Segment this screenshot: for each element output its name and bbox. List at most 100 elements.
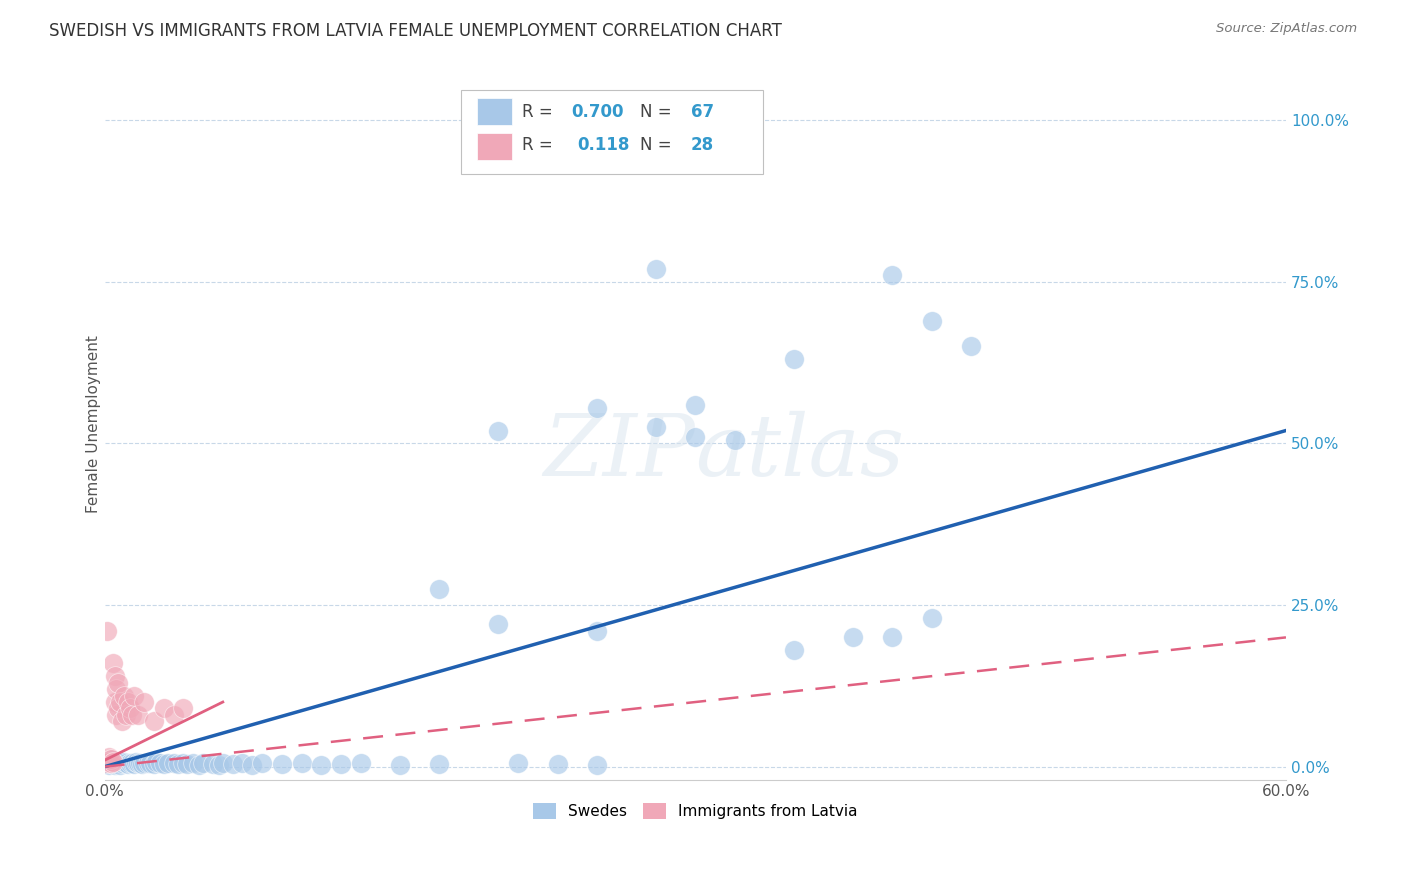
Point (162, 756, 184, 771)
Point (201, 757, 224, 772)
Point (349, 756, 371, 771)
Point (100, 752, 122, 766)
Bar (477, 98, 512, 126)
Point (427, 757, 450, 772)
Point (96, 756, 118, 771)
Point (882, 631, 904, 645)
Point (121, 708, 143, 723)
Point (101, 755, 124, 769)
Text: Source: ZipAtlas.com: Source: ZipAtlas.com (1216, 22, 1357, 36)
Point (921, 611, 943, 625)
Point (645, 420, 668, 434)
Point (149, 756, 172, 771)
Point (97, 757, 120, 772)
Point (152, 757, 174, 772)
Text: N =: N = (640, 103, 676, 121)
Point (105, 682, 128, 697)
Point (724, 434, 747, 448)
Point (645, 261, 668, 276)
Point (783, 643, 806, 657)
Point (105, 757, 128, 772)
Point (96, 624, 118, 638)
Point (111, 756, 134, 771)
Point (231, 756, 253, 770)
Point (110, 695, 132, 709)
Point (110, 756, 132, 770)
Point (110, 757, 132, 772)
Point (132, 695, 155, 709)
Point (882, 268, 904, 283)
Point (427, 582, 450, 596)
Point (842, 631, 865, 645)
Point (329, 757, 352, 772)
Point (547, 757, 569, 772)
Point (96, 756, 118, 771)
Point (111, 714, 134, 729)
Point (586, 624, 609, 638)
Point (127, 708, 149, 723)
Point (142, 714, 165, 729)
Point (290, 756, 312, 771)
Point (240, 757, 263, 772)
Point (250, 756, 273, 771)
Point (115, 756, 138, 771)
Point (172, 756, 194, 771)
Point (270, 757, 292, 772)
Point (783, 352, 806, 367)
Point (388, 757, 411, 772)
Point (181, 756, 204, 770)
Point (117, 757, 139, 772)
Point (107, 675, 129, 690)
Text: 67: 67 (690, 103, 714, 121)
Point (107, 756, 129, 771)
Point (191, 756, 214, 771)
Point (685, 398, 707, 412)
Point (105, 708, 128, 723)
Text: 0.118: 0.118 (578, 136, 630, 154)
Text: atlas: atlas (696, 411, 904, 494)
Point (145, 755, 167, 769)
Point (136, 756, 159, 770)
Legend: Swedes, Immigrants from Latvia: Swedes, Immigrants from Latvia (527, 797, 863, 825)
Point (101, 755, 124, 769)
Point (120, 701, 142, 715)
Point (142, 757, 165, 772)
Point (105, 755, 128, 769)
Text: N =: N = (640, 136, 676, 154)
Point (127, 756, 149, 771)
Bar (477, 133, 512, 160)
Point (97, 755, 120, 769)
Point (100, 753, 122, 767)
Point (188, 757, 211, 772)
Point (100, 756, 122, 770)
Text: ZIP: ZIP (544, 411, 696, 494)
Point (122, 757, 145, 772)
Point (101, 756, 124, 771)
Point (115, 708, 138, 723)
Point (166, 757, 188, 772)
Point (172, 701, 194, 715)
Point (152, 701, 174, 715)
Point (112, 755, 135, 769)
Text: R =: R = (522, 136, 562, 154)
Point (100, 756, 122, 770)
FancyBboxPatch shape (461, 90, 762, 174)
Text: SWEDISH VS IMMIGRANTS FROM LATVIA FEMALE UNEMPLOYMENT CORRELATION CHART: SWEDISH VS IMMIGRANTS FROM LATVIA FEMALE… (49, 22, 782, 40)
Point (103, 756, 125, 770)
Point (97, 750, 120, 764)
Point (103, 757, 125, 772)
Point (156, 756, 179, 770)
Point (208, 757, 231, 772)
Point (107, 755, 129, 769)
Point (101, 657, 124, 671)
Point (112, 689, 135, 703)
Point (309, 757, 332, 772)
Y-axis label: Female Unemployment: Female Unemployment (86, 335, 101, 513)
Point (120, 756, 142, 770)
Point (129, 756, 152, 770)
Point (97, 755, 120, 769)
Point (586, 401, 609, 415)
Point (586, 757, 609, 772)
Point (488, 424, 510, 438)
Point (103, 695, 125, 709)
